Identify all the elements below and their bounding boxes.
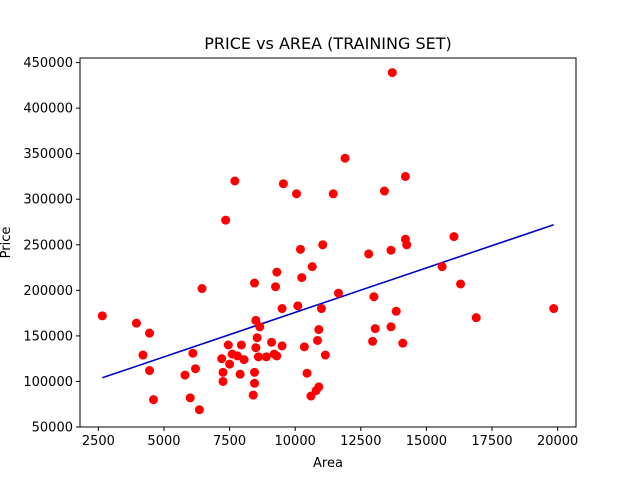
x-tick-label: 15000 <box>406 434 447 449</box>
data-point <box>145 328 155 338</box>
data-point <box>314 382 324 392</box>
data-point <box>190 364 200 374</box>
y-tick-label: 400000 <box>23 102 73 117</box>
data-point <box>333 288 343 298</box>
x-tick-label: 20000 <box>537 434 578 449</box>
data-point <box>235 369 245 379</box>
data-point <box>368 336 378 346</box>
axes-frame <box>79 57 577 428</box>
data-point <box>364 249 374 259</box>
data-point <box>313 335 323 345</box>
data-point <box>217 354 227 364</box>
x-tick-label: 17500 <box>471 434 512 449</box>
y-tick-label: 300000 <box>23 193 73 208</box>
data-point <box>369 292 379 302</box>
data-point <box>340 153 350 163</box>
data-point <box>271 282 281 292</box>
data-point <box>320 350 330 360</box>
data-point <box>221 215 231 225</box>
data-point <box>138 350 148 360</box>
data-point <box>293 301 303 311</box>
y-tick-label: 150000 <box>23 329 73 344</box>
data-point <box>225 359 235 369</box>
data-point <box>277 304 287 314</box>
data-point <box>272 351 282 361</box>
data-point <box>277 341 287 351</box>
data-point <box>387 68 397 78</box>
data-point <box>292 189 302 199</box>
data-point <box>386 245 396 255</box>
x-tick-label: 5000 <box>147 434 180 449</box>
data-point <box>197 284 207 294</box>
data-point <box>251 343 261 353</box>
data-point <box>188 348 198 358</box>
y-axis: 50000 100000 150000 200000 250000 300000 35000… <box>23 56 80 436</box>
data-point <box>218 367 228 377</box>
data-point <box>449 232 459 242</box>
data-point <box>302 368 312 378</box>
data-point <box>314 325 324 335</box>
y-tick-label: 250000 <box>23 238 73 253</box>
data-point <box>278 179 288 189</box>
data-point <box>307 262 317 272</box>
x-tick-label: 12500 <box>340 434 381 449</box>
data-point <box>261 352 271 362</box>
data-point <box>131 318 141 328</box>
data-point <box>402 240 412 250</box>
data-point <box>379 186 389 196</box>
data-point <box>295 244 305 254</box>
data-point <box>471 313 481 323</box>
data-point <box>194 405 204 415</box>
data-point <box>400 171 410 181</box>
data-point <box>250 278 260 288</box>
data-point <box>185 393 195 403</box>
data-point <box>549 304 559 314</box>
data-point <box>230 176 240 186</box>
data-point <box>145 366 155 376</box>
y-tick-label: 350000 <box>23 147 73 162</box>
x-tick-label: 7500 <box>213 434 246 449</box>
data-point <box>223 340 233 350</box>
data-point <box>253 352 263 362</box>
data-point <box>97 311 107 321</box>
data-point <box>398 338 408 348</box>
data-point <box>248 390 258 400</box>
data-point <box>272 267 282 277</box>
data-point <box>328 189 338 199</box>
y-tick-label: 450000 <box>23 56 73 71</box>
chart-title: PRICE vs AREA (TRAINING SET) <box>204 34 452 53</box>
x-axis-label: Area <box>313 456 343 471</box>
data-point <box>456 279 466 289</box>
x-tick-label: 10000 <box>275 434 316 449</box>
data-point <box>391 306 401 316</box>
data-point <box>232 351 242 361</box>
data-point <box>437 262 447 272</box>
data-point <box>218 376 228 386</box>
data-point <box>252 333 262 343</box>
regression-line <box>102 223 554 379</box>
plot-area <box>97 68 559 415</box>
data-point <box>370 324 380 334</box>
x-tick-label: 2500 <box>82 434 115 449</box>
y-axis-label: Price <box>0 227 14 259</box>
data-point <box>180 370 190 380</box>
data-point <box>250 367 260 377</box>
data-point <box>239 355 249 365</box>
y-tick-label: 100000 <box>23 375 73 390</box>
data-point <box>299 342 309 352</box>
data-point <box>236 340 246 350</box>
data-point <box>297 273 307 283</box>
data-point <box>148 395 158 405</box>
data-point <box>255 322 265 332</box>
x-axis: 2500 5000 7500 10000 12500 15000 17500 20000 <box>82 427 578 449</box>
data-point <box>250 378 260 388</box>
y-tick-label: 50000 <box>32 421 73 436</box>
data-point <box>318 240 328 250</box>
data-point <box>316 304 326 314</box>
data-point <box>386 322 396 332</box>
data-point <box>267 337 277 347</box>
y-tick-label: 200000 <box>23 284 73 299</box>
